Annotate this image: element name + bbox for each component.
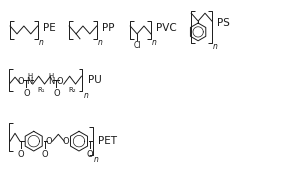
Text: R₁: R₁ xyxy=(38,87,45,93)
Text: O: O xyxy=(18,77,24,86)
Text: O: O xyxy=(62,137,69,146)
Text: N: N xyxy=(27,77,33,86)
Text: PP: PP xyxy=(102,23,114,33)
Text: O: O xyxy=(87,150,93,159)
Text: n: n xyxy=(152,38,157,47)
Text: N: N xyxy=(48,77,55,86)
Text: n: n xyxy=(98,38,103,47)
Text: PE: PE xyxy=(43,23,55,33)
Text: O: O xyxy=(18,150,24,159)
Text: n: n xyxy=(83,91,88,100)
Text: H: H xyxy=(27,73,32,79)
Text: PU: PU xyxy=(88,75,102,85)
Text: n: n xyxy=(213,42,218,51)
Text: PVC: PVC xyxy=(156,23,177,33)
Text: n: n xyxy=(39,38,43,47)
Text: H: H xyxy=(49,73,54,79)
Text: O: O xyxy=(57,77,63,86)
Text: Cl: Cl xyxy=(133,41,141,50)
Text: n: n xyxy=(94,155,99,164)
Text: PS: PS xyxy=(217,18,230,28)
Text: O: O xyxy=(46,137,52,146)
Text: O: O xyxy=(41,150,48,159)
Text: O: O xyxy=(53,89,60,98)
Text: PET: PET xyxy=(98,136,117,146)
Text: O: O xyxy=(23,89,30,98)
Text: R₂: R₂ xyxy=(69,87,76,93)
